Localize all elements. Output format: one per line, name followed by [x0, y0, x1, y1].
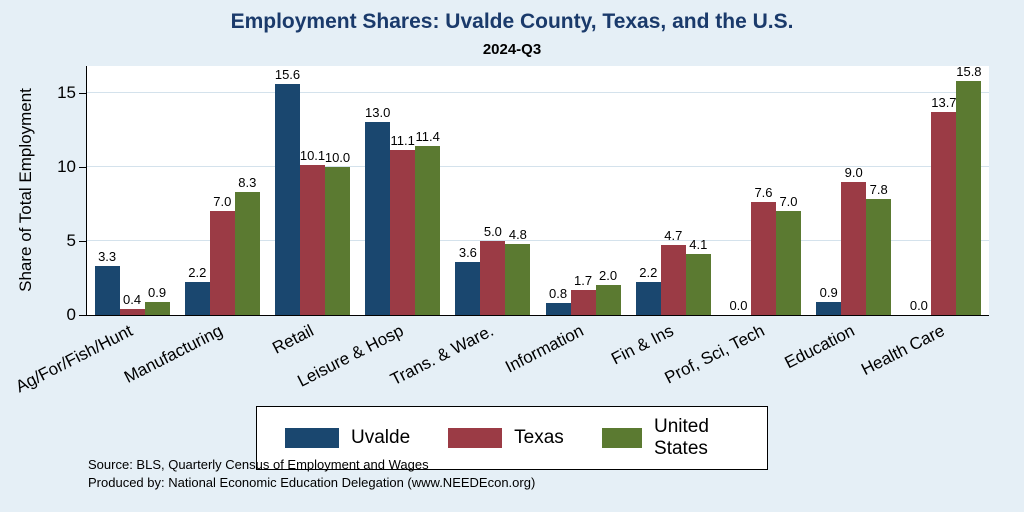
bar-uvalde — [365, 122, 391, 315]
bar-united-states — [505, 243, 531, 315]
legend-item-united-states: United States — [601, 416, 739, 460]
y-tick-label: 0 — [66, 305, 76, 324]
y-tick-label: 5 — [66, 230, 76, 250]
producer-note: Produced by: National Economic Education… — [88, 475, 536, 491]
bar-uvalde — [635, 282, 661, 315]
legend-swatch-texas — [448, 428, 503, 448]
legend-label-texas: Texas — [514, 427, 564, 448]
bar-value-label: 15.6 — [274, 66, 301, 82]
bar-texas — [390, 150, 416, 315]
bar-united-states — [144, 301, 170, 315]
bar-uvalde — [275, 83, 300, 315]
bar-value-label: 9.0 — [844, 164, 863, 180]
bar-value-label: 15.8 — [956, 63, 982, 79]
bar-united-states — [234, 191, 260, 315]
bar-uvalde — [545, 303, 571, 315]
bar-uvalde — [94, 266, 120, 315]
bar-texas — [300, 165, 325, 315]
bar-value-label: 3.3 — [98, 249, 117, 265]
legend-swatch-united-states — [601, 428, 643, 448]
bar-texas — [931, 111, 957, 315]
bar-texas — [119, 309, 145, 315]
notes: Source: BLS, Quarterly Census of Employm… — [88, 456, 535, 492]
bar-united-states — [866, 199, 892, 315]
legend-label-uvalde: Uvalde — [351, 427, 411, 448]
y-tick-label: 15 — [57, 82, 76, 102]
legend-swatch-uvalde — [285, 428, 339, 448]
bar-value-label: 2.0 — [599, 268, 618, 284]
y-tick-mark — [79, 315, 86, 316]
legend-item-texas: Texas — [448, 427, 564, 449]
y-tick-mark — [79, 240, 86, 242]
bar-united-states — [685, 254, 711, 315]
bar-texas — [209, 211, 235, 315]
bar-texas — [751, 202, 776, 315]
legend-item-uvalde: Uvalde — [285, 427, 410, 449]
bar-united-states — [415, 146, 441, 315]
gridline — [87, 91, 989, 93]
bar-uvalde — [816, 301, 842, 315]
legend: Uvalde Texas United States — [256, 406, 768, 470]
chart-title: Employment Shares: Uvalde County, Texas,… — [230, 10, 794, 33]
bar-value-label: 8.3 — [238, 174, 257, 190]
bar-value-label: 13.0 — [365, 105, 391, 121]
plot-area: 3.3 0.4 0.9 2.2 7.0 8.3 15.6 10.1 10.0 13.0 11.1 11… — [86, 64, 989, 316]
bar-value-label: 0.9 — [148, 284, 167, 300]
gridline — [87, 165, 989, 167]
y-tick-label: 10 — [57, 156, 76, 176]
chart-subtitle: 2024-Q3 — [482, 41, 542, 58]
bar-texas — [480, 240, 506, 315]
y-axis-title: Share of Total Employment — [16, 88, 35, 292]
y-tick-mark — [79, 166, 86, 168]
bar-united-states — [595, 285, 621, 315]
legend-label-united-states: United States — [654, 416, 709, 459]
bar-united-states — [776, 211, 801, 315]
bar-uvalde — [455, 261, 481, 315]
bar-texas — [841, 181, 867, 315]
bar-uvalde — [184, 282, 210, 315]
bar-texas — [660, 245, 686, 315]
bar-texas — [570, 289, 596, 315]
gridline — [87, 239, 989, 241]
bar-united-states — [956, 80, 982, 315]
bar-value-label: 11.4 — [415, 129, 440, 145]
bar-value-label: 5.0 — [483, 223, 502, 239]
source-note: Source: BLS, Quarterly Census of Employm… — [88, 457, 429, 472]
bar-value-label: 4.7 — [664, 228, 683, 244]
bar-value-label: 7.6 — [754, 185, 773, 201]
bar-value-label: 10.0 — [324, 149, 351, 165]
y-tick-mark — [79, 92, 86, 94]
bar-united-states — [325, 166, 350, 315]
